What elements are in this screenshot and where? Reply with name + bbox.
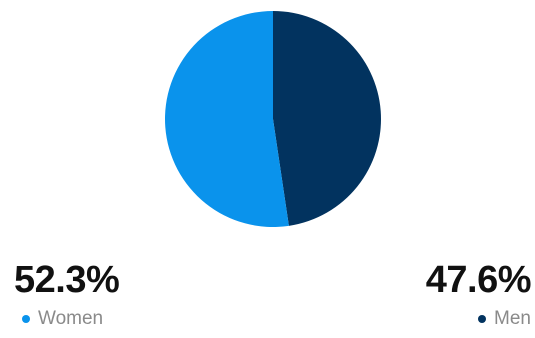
men-value-label: 47.6% xyxy=(425,259,532,301)
women-legend-dot xyxy=(22,315,30,323)
men-legend-label: Men xyxy=(494,308,531,329)
women-slice xyxy=(164,11,289,227)
men-stat: 47.6% Men xyxy=(425,258,532,330)
women-value-label: 52.3% xyxy=(14,259,120,301)
women-legend-entry: Women xyxy=(14,308,119,330)
men-slice xyxy=(273,11,381,226)
women-stat: 52.3% Women xyxy=(14,258,120,330)
men-legend-dot xyxy=(478,315,487,323)
women-legend-label: Women xyxy=(38,308,104,329)
men-legend-entry: Men xyxy=(426,308,531,330)
pie-chart xyxy=(164,11,381,227)
